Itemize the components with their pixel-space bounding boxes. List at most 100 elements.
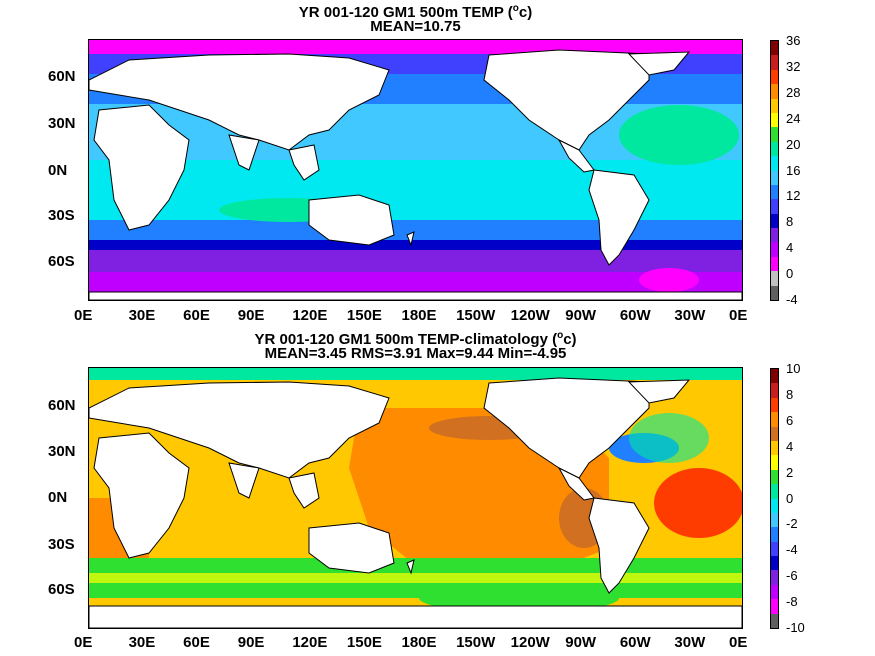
colorbar-tick-label: 12 [786, 188, 801, 204]
x-tick-label: 30E [128, 307, 156, 324]
colorbar-tick-label: 4 [786, 240, 794, 256]
x-tick-label: 0E [729, 634, 748, 651]
x-tick-label: 90E [237, 634, 265, 651]
colorbar-segment [771, 112, 778, 128]
panel2-map [88, 367, 743, 629]
colorbar-segment [771, 498, 778, 514]
colorbar-tick-label: 32 [786, 58, 801, 74]
x-tick-label: 180E [401, 634, 437, 651]
colorbar-segment [771, 426, 778, 442]
colorbar-segment [771, 141, 778, 157]
colorbar-segment [771, 199, 778, 215]
panel2-title-line2: MEAN=3.45 RMS=3.91 Max=9.44 Min=-4.95 [264, 345, 567, 362]
colorbar-tick-label: 16 [786, 162, 801, 178]
x-tick-label: 0E [729, 307, 748, 324]
colorbar-segment [771, 213, 778, 229]
colorbar-segment [771, 613, 778, 629]
colorbar-tick-label: 4 [786, 438, 794, 454]
x-tick-label: 30W [674, 307, 706, 324]
x-tick-label: 90W [565, 307, 597, 324]
x-tick-label: 120W [510, 634, 550, 651]
colorbar-segment [771, 484, 778, 499]
colorbar-tick-label: -10 [786, 620, 805, 635]
x-tick-label: 30W [674, 634, 706, 651]
x-tick-label: 60W [619, 307, 651, 324]
colorbar-segment [771, 228, 778, 243]
colorbar-segment [771, 127, 778, 143]
colorbar-segment [771, 156, 778, 171]
colorbar-segment [771, 455, 778, 471]
y-tick-label: 60S [48, 253, 75, 270]
panel1-map [88, 39, 743, 301]
panel1-colorbar [770, 40, 779, 301]
colorbar-tick-label: 8 [786, 386, 794, 402]
colorbar-tick-label: -6 [786, 568, 798, 584]
colorbar-segment [771, 570, 778, 586]
colorbar-tick-label: 20 [786, 136, 801, 152]
x-tick-label: 150W [456, 307, 496, 324]
colorbar-tick-label: 6 [786, 412, 794, 428]
colorbar-segment [771, 69, 778, 85]
x-tick-label: 90W [565, 634, 597, 651]
colorbar-segment [771, 469, 778, 485]
y-tick-label: 30S [48, 536, 75, 553]
colorbar-tick-label: 24 [786, 110, 801, 126]
y-tick-label: 30N [48, 115, 76, 132]
x-tick-label: 150E [346, 634, 382, 651]
x-tick-label: 180E [401, 307, 437, 324]
x-tick-label: 60W [619, 634, 651, 651]
y-tick-label: 60N [48, 397, 76, 414]
y-tick-label: 30S [48, 207, 75, 224]
colorbar-segment [771, 84, 778, 100]
colorbar-tick-label: -8 [786, 594, 798, 610]
x-tick-label: 120E [292, 634, 328, 651]
colorbar-segment [771, 271, 778, 287]
colorbar-segment [771, 383, 778, 399]
colorbar-segment [771, 184, 778, 200]
colorbar-segment [771, 440, 778, 456]
x-tick-label: 150W [456, 634, 496, 651]
y-tick-label: 0N [48, 489, 68, 506]
colorbar-segment [771, 285, 778, 301]
colorbar-segment [771, 527, 778, 543]
x-tick-label: 150E [346, 307, 382, 324]
colorbar-segment [771, 55, 778, 71]
x-tick-label: 120W [510, 307, 550, 324]
x-tick-label: 60E [183, 634, 210, 651]
colorbar-segment [771, 256, 778, 272]
x-tick-label: 30E [128, 634, 156, 651]
colorbar-segment [771, 41, 778, 56]
x-tick-label: 120E [292, 307, 328, 324]
colorbar-tick-label: 10 [786, 361, 801, 376]
y-tick-label: 60S [48, 581, 75, 598]
colorbar-segment [771, 599, 778, 615]
x-tick-label: 0E [74, 307, 93, 324]
colorbar-tick-label: 28 [786, 84, 801, 100]
colorbar-tick-label: 0 [786, 266, 794, 282]
colorbar-tick-label: -4 [786, 542, 798, 558]
colorbar-segment [771, 556, 778, 571]
panel2-title-line1: YR 001-120 GM1 500m TEMP-climatology (oc… [254, 330, 577, 348]
y-tick-label: 60N [48, 68, 76, 85]
colorbar-tick-label: 2 [786, 464, 794, 480]
colorbar-segment [771, 369, 778, 384]
colorbar-tick-label: -2 [786, 516, 798, 532]
colorbar-segment [771, 512, 778, 528]
colorbar-segment [771, 170, 778, 186]
x-tick-label: 0E [74, 634, 93, 651]
colorbar-tick-label: 36 [786, 33, 801, 48]
colorbar-segment [771, 584, 778, 600]
colorbar-tick-label: -4 [786, 292, 798, 307]
x-tick-label: 90E [237, 307, 265, 324]
colorbar-tick-label: 0 [786, 490, 794, 506]
panel1-title-line2: MEAN=10.75 [370, 18, 461, 35]
colorbar-tick-label: 8 [786, 214, 794, 230]
colorbar-segment [771, 541, 778, 557]
colorbar-segment [771, 242, 778, 258]
x-tick-label: 60E [183, 307, 210, 324]
colorbar-segment [771, 397, 778, 413]
colorbar-segment [771, 98, 778, 114]
y-tick-label: 30N [48, 443, 76, 460]
y-tick-label: 0N [48, 162, 68, 179]
colorbar-segment [771, 412, 778, 428]
